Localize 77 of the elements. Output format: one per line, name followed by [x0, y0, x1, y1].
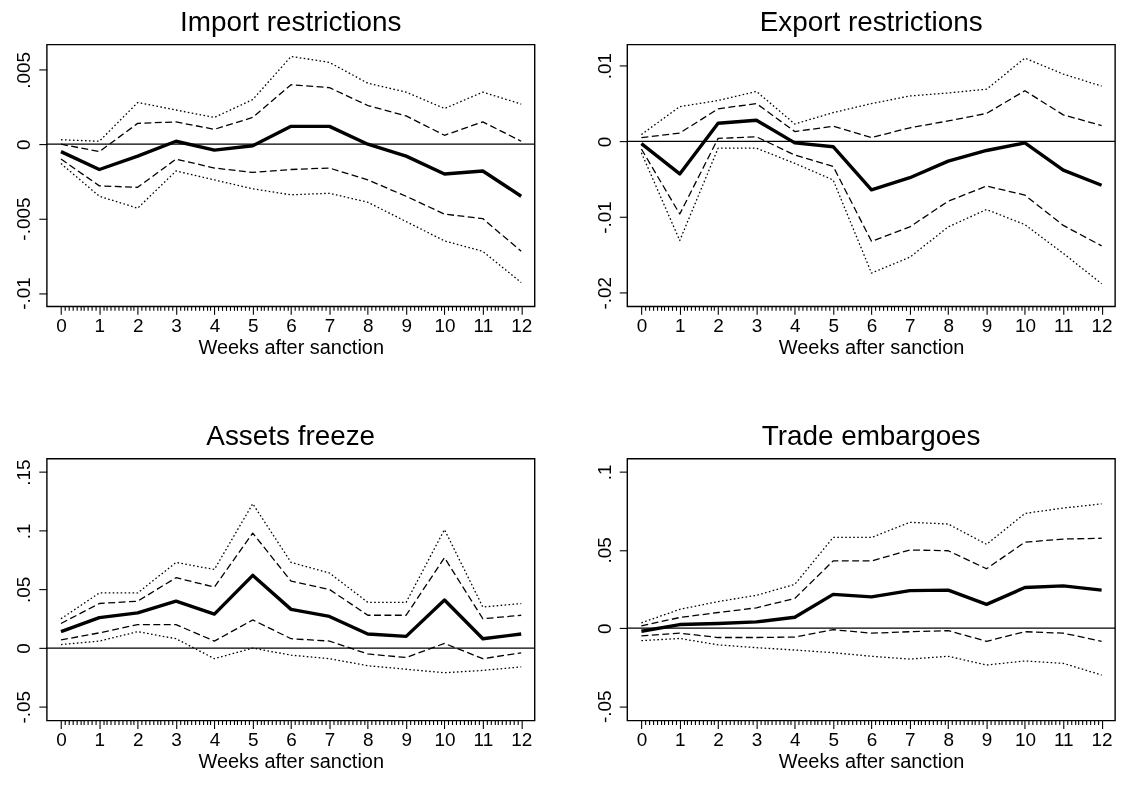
x-tick-label: 8	[943, 314, 954, 336]
y-tick-label: -.005	[13, 197, 35, 241]
x-tick-label: 5	[828, 314, 839, 336]
y-tick-label: -.01	[13, 277, 35, 310]
x-tick-label: 12	[1091, 314, 1113, 336]
x-axis-title: Weeks after sanction	[778, 335, 965, 358]
x-tick-label: 9	[401, 314, 412, 336]
y-tick-label: -.02	[593, 276, 615, 310]
x-tick-label: 6	[286, 728, 297, 750]
x-tick-label: 3	[751, 314, 763, 336]
x-tick-label: 6	[866, 728, 878, 750]
x-tick-label: 6	[866, 314, 878, 336]
x-tick-label: 0	[636, 314, 648, 336]
x-tick-label: 11	[1053, 314, 1074, 336]
y-tick-label: .01	[593, 53, 615, 80]
x-tick-label: 12	[511, 314, 533, 336]
x-axis-title: Weeks after sanction	[198, 335, 384, 358]
x-tick-label: 2	[713, 314, 724, 336]
y-tick-label: -.05	[593, 690, 615, 724]
x-tick-label: 11	[473, 728, 494, 750]
chart-title: Export restrictions	[759, 5, 983, 37]
x-tick-label: 3	[751, 728, 763, 750]
x-tick-label: 12	[511, 728, 533, 750]
x-tick-label: 1	[674, 728, 686, 750]
x-tick-label: 3	[171, 314, 182, 336]
x-tick-label: 3	[171, 728, 182, 750]
x-axis-title: Weeks after sanction	[778, 749, 965, 772]
y-tick-label: .15	[13, 459, 35, 486]
x-tick-label: 5	[828, 728, 839, 750]
x-tick-label: 2	[132, 728, 144, 750]
y-tick-label: .05	[593, 537, 615, 564]
x-tick-label: 2	[132, 314, 144, 336]
x-tick-label: 1	[94, 728, 106, 750]
x-tick-label: 0	[56, 314, 67, 336]
x-tick-label: 0	[56, 728, 67, 750]
y-tick-label: .1	[13, 523, 35, 540]
x-tick-label: 7	[324, 314, 336, 336]
x-tick-label: 9	[981, 728, 993, 750]
x-tick-label: 8	[363, 314, 374, 336]
y-tick-label: .05	[13, 576, 35, 604]
x-tick-label: 10	[1014, 728, 1036, 750]
x-axis-title: Weeks after sanction	[198, 749, 384, 772]
x-tick-label: 10	[434, 728, 456, 750]
chart-title: Trade embargoes	[761, 419, 981, 451]
x-tick-label: 8	[943, 728, 954, 750]
y-tick-label: .005	[13, 51, 35, 89]
y-tick-label: 0	[593, 136, 615, 148]
x-tick-label: 4	[790, 314, 801, 336]
x-tick-label: 7	[905, 314, 916, 336]
x-tick-label: 1	[674, 314, 686, 336]
y-tick-label: -.01	[593, 201, 615, 234]
chart-title: Assets freeze	[206, 419, 376, 451]
x-tick-label: 9	[981, 314, 993, 336]
chart-title: Import restrictions	[180, 5, 402, 37]
x-tick-label: 6	[286, 314, 297, 336]
x-tick-label: 0	[636, 728, 648, 750]
x-tick-label: 1	[94, 314, 106, 336]
x-tick-label: 7	[324, 728, 336, 750]
y-tick-label: -.05	[13, 690, 35, 724]
x-tick-label: 5	[247, 314, 259, 336]
x-tick-label: 4	[209, 728, 221, 750]
x-tick-label: 8	[363, 728, 374, 750]
x-tick-label: 10	[1014, 314, 1036, 336]
x-tick-label: 11	[1053, 728, 1074, 750]
x-tick-label: 7	[905, 728, 916, 750]
y-tick-label: 0	[593, 623, 615, 634]
x-tick-label: 12	[1091, 728, 1113, 750]
x-tick-label: 4	[209, 314, 221, 336]
x-tick-label: 4	[790, 728, 801, 750]
x-tick-label: 9	[401, 728, 412, 750]
x-tick-label: 11	[473, 314, 494, 336]
x-tick-label: 10	[434, 314, 456, 336]
y-tick-label: 0	[13, 139, 35, 150]
x-tick-label: 5	[247, 728, 259, 750]
y-tick-label: .1	[593, 464, 615, 481]
x-tick-label: 2	[713, 728, 724, 750]
y-tick-label: 0	[13, 643, 35, 654]
